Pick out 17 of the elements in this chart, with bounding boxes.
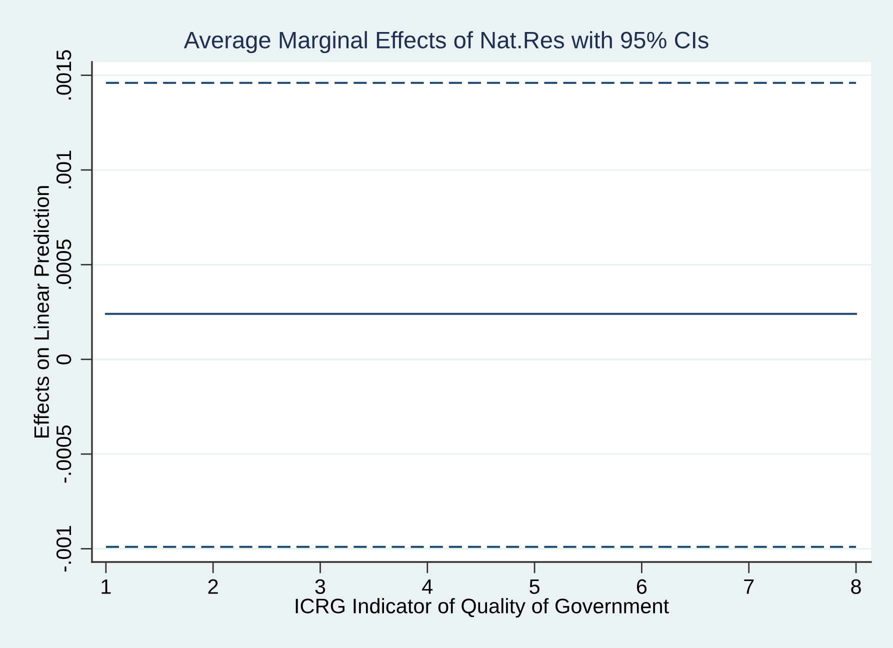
- x-tick-label: 1: [102, 579, 111, 594]
- x-axis-title: ICRG Indicator of Quality of Government: [296, 598, 669, 618]
- chart-title: Average Marginal Effects of Nat.Res with 95% CIs: [184, 31, 708, 54]
- y-axis-title: Effects on Linear Prediction: [34, 186, 49, 438]
- x-tick-label: 7: [744, 579, 754, 594]
- x-tick-label: 5: [530, 579, 540, 594]
- y-tick-label: -.0005: [56, 425, 72, 483]
- x-tick-label: 4: [422, 579, 433, 594]
- y-tick-label: .0015: [56, 50, 72, 100]
- x-tick-label: 3: [315, 579, 326, 594]
- x-tick-label: 8: [851, 579, 861, 594]
- x-tick-label: 6: [636, 579, 647, 594]
- y-tick-label: -.001: [56, 526, 72, 572]
- y-tick-label: .0005: [56, 239, 72, 289]
- y-tick-label: .001: [56, 150, 72, 188]
- y-tick-label: 0: [56, 354, 72, 364]
- x-tick-label: 2: [208, 579, 218, 594]
